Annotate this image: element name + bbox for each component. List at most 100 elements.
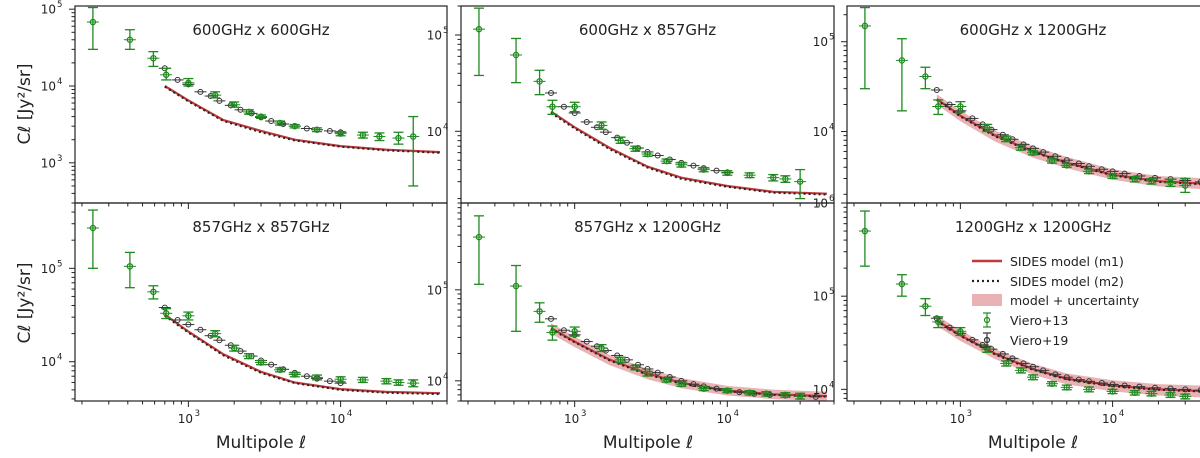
- viero13-point: [86, 209, 99, 269]
- viero13-point: [182, 77, 195, 87]
- viero13-point: [546, 325, 559, 341]
- viero13-marker: [746, 389, 753, 396]
- legend-viero19-label: Viero+19: [1010, 333, 1068, 348]
- viero13-marker: [291, 371, 299, 378]
- viero19-marker: [946, 324, 953, 331]
- viero13-point: [255, 359, 267, 366]
- y-tick-label: 10: [813, 35, 828, 49]
- viero13-marker: [376, 133, 383, 140]
- xlabel-col2: Multipole ℓ: [603, 433, 693, 453]
- viero13-marker: [89, 224, 97, 232]
- viero19-point: [996, 131, 1009, 138]
- viero13-marker: [700, 385, 707, 392]
- viero19-point: [651, 369, 664, 376]
- viero13-point: [675, 380, 688, 388]
- viero13-point: [123, 29, 136, 51]
- viero13-point: [895, 38, 908, 112]
- viero13-point: [1046, 157, 1059, 165]
- viero13-point: [274, 366, 287, 374]
- viero13-point: [1014, 367, 1027, 374]
- viero13-marker: [359, 376, 367, 384]
- viero19-marker: [812, 393, 819, 400]
- viero13-marker: [150, 288, 157, 296]
- viero13-marker: [162, 71, 170, 79]
- viero13-point: [407, 379, 420, 388]
- viero13-marker: [1131, 389, 1139, 396]
- viero13-point: [614, 356, 627, 364]
- viero13-marker: [663, 376, 670, 384]
- viero13-marker: [536, 308, 543, 315]
- viero13-marker: [644, 370, 651, 377]
- viero13-point: [1128, 175, 1141, 183]
- viero19-point: [687, 381, 700, 388]
- viero13-marker: [1063, 384, 1071, 391]
- viero19-marker: [1197, 387, 1200, 394]
- viero19-marker: [766, 391, 773, 398]
- y-tick-label-exponent: 5: [829, 33, 834, 43]
- viero13-marker: [663, 157, 670, 165]
- x-tick-label: 10: [564, 412, 579, 426]
- viero19-point: [580, 118, 593, 125]
- viero13-marker: [934, 103, 942, 110]
- viero13-marker: [898, 280, 906, 288]
- viero19-marker: [654, 152, 661, 159]
- viero13-point: [380, 377, 393, 385]
- viero13-marker: [291, 122, 299, 130]
- viero19-point: [1194, 179, 1200, 185]
- viero13-marker: [957, 328, 964, 335]
- viero19-marker: [933, 315, 940, 322]
- viero13-point: [392, 131, 405, 145]
- viero19-marker: [979, 341, 986, 348]
- viero13-point: [794, 392, 807, 400]
- viero13-point: [472, 215, 485, 285]
- viero13-marker: [1063, 162, 1071, 169]
- viero13-marker: [1109, 388, 1116, 395]
- viero13-point: [981, 123, 994, 133]
- x-tick-label-exponent: 4: [734, 409, 739, 419]
- y-tick-label: 10: [427, 283, 442, 297]
- y-tick-label: 10: [41, 355, 56, 369]
- viero13-marker: [861, 22, 869, 30]
- x-tick-label: 10: [330, 412, 345, 426]
- viero19-point: [710, 385, 723, 392]
- viero13-point: [1046, 380, 1059, 387]
- viero13-marker: [1017, 144, 1025, 151]
- viero19-point: [323, 127, 336, 134]
- viero19-marker: [197, 326, 204, 333]
- viero13-marker: [245, 108, 253, 116]
- viero13-marker: [632, 364, 639, 371]
- viero19-point: [194, 88, 207, 95]
- y-tick-label-exponent: 6: [829, 194, 834, 204]
- y-tick-label: 10: [427, 374, 442, 388]
- viero19-marker: [969, 336, 976, 343]
- viero13-marker: [313, 374, 321, 381]
- legend-band-label: model + uncertainty: [1010, 293, 1140, 308]
- viero13-point: [932, 316, 945, 329]
- x-tick-label: 10: [1102, 412, 1117, 426]
- viero19-point: [1072, 376, 1085, 383]
- panel-title: 857GHz x 857GHz: [192, 218, 329, 236]
- plot-area: [858, 6, 1200, 194]
- viero19-marker: [548, 315, 555, 322]
- viero13-marker: [409, 133, 417, 140]
- viero19-marker: [583, 118, 590, 125]
- viero13-point: [334, 375, 347, 383]
- viero19-marker: [969, 115, 976, 122]
- viero13-marker: [1181, 182, 1189, 189]
- viero13-point: [160, 67, 173, 81]
- viero13-marker: [395, 134, 402, 142]
- viero19-marker: [197, 88, 204, 95]
- viero13-point: [472, 7, 485, 77]
- viero13-marker: [1131, 175, 1139, 183]
- x-tick-label-exponent: 3: [581, 409, 586, 419]
- viero13-marker: [934, 318, 942, 326]
- y-tick-label-exponent: 5: [443, 281, 448, 291]
- x-tick-label: 10: [717, 412, 732, 426]
- viero13-marker: [230, 101, 238, 109]
- viero13-point: [311, 126, 324, 133]
- y-tick-label: 10: [41, 262, 56, 276]
- y-tick-label-exponent: 4: [57, 77, 62, 87]
- y-tick-label: 10: [813, 197, 828, 211]
